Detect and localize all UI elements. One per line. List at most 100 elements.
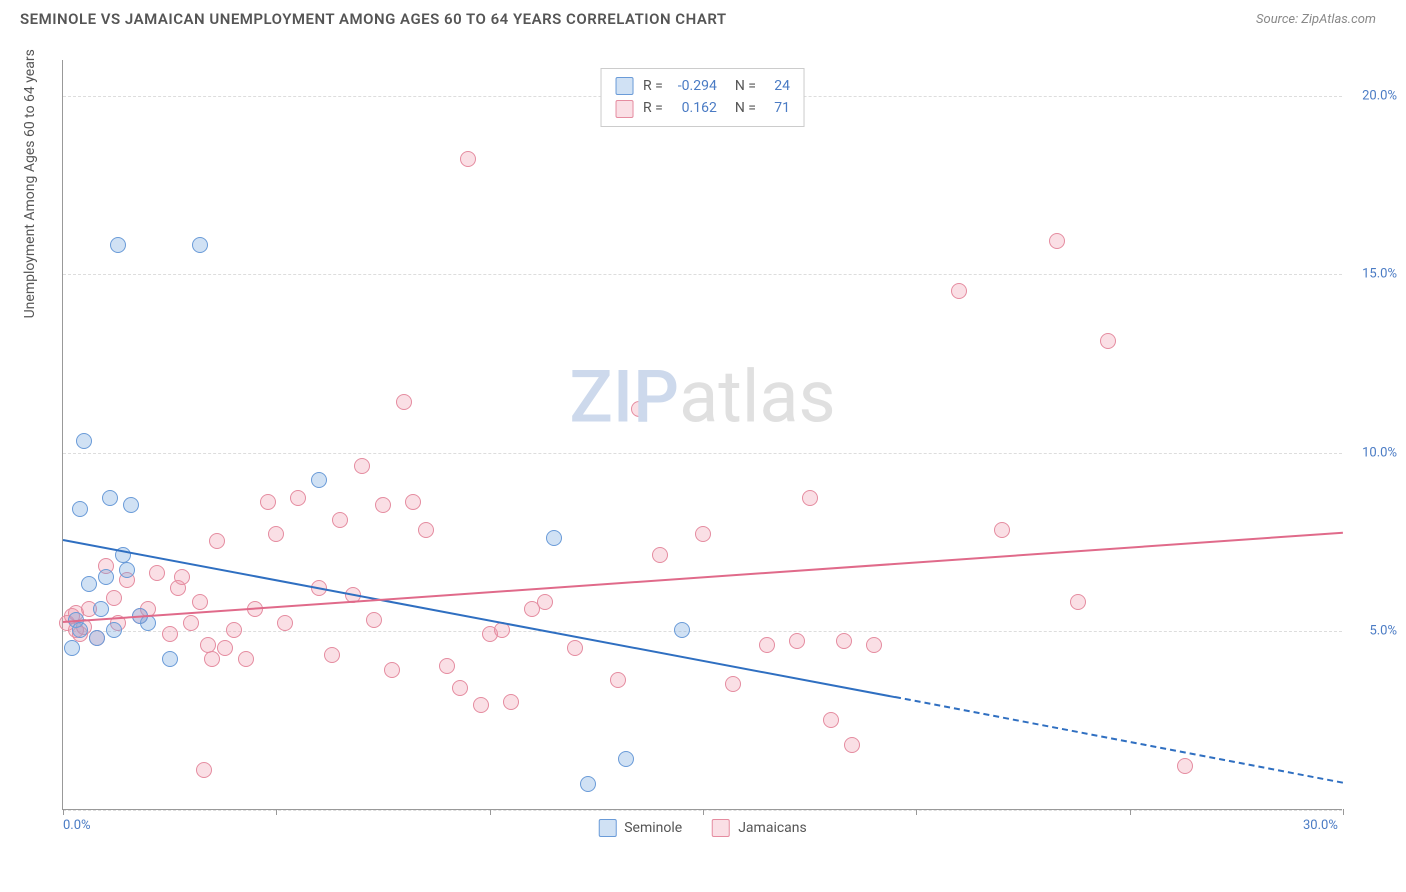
x-tick	[63, 809, 64, 815]
x-tick-label: 0.0%	[63, 818, 91, 833]
legend-n-value: 71	[762, 97, 790, 119]
point-seminole	[89, 630, 105, 646]
point-jamaican	[537, 594, 553, 610]
point-jamaican	[268, 526, 284, 542]
legend-n-label: N =	[735, 97, 756, 119]
point-jamaican	[238, 651, 254, 667]
point-jamaican	[226, 622, 242, 638]
point-jamaican	[1070, 594, 1086, 610]
point-seminole	[546, 530, 562, 546]
point-seminole	[162, 651, 178, 667]
point-jamaican	[460, 151, 476, 167]
chart-title: SEMINOLE VS JAMAICAN UNEMPLOYMENT AMONG …	[20, 10, 727, 28]
point-jamaican	[217, 640, 233, 656]
point-jamaican	[802, 490, 818, 506]
watermark-atlas: atlas	[679, 355, 836, 440]
legend-r-value: -0.294	[669, 75, 717, 97]
x-tick	[490, 809, 491, 815]
point-seminole	[72, 501, 88, 517]
point-seminole	[64, 640, 80, 656]
y-tick-label: 20.0%	[1362, 88, 1397, 103]
legend-r-label: R =	[643, 97, 663, 119]
gridline	[63, 453, 1342, 454]
point-jamaican	[405, 494, 421, 510]
point-seminole	[674, 622, 690, 638]
point-jamaican	[866, 637, 882, 653]
gridline	[63, 631, 1342, 632]
x-tick	[703, 809, 704, 815]
point-jamaican	[823, 712, 839, 728]
point-jamaican	[725, 676, 741, 692]
legend-r-value: 0.162	[669, 97, 717, 119]
y-tick-label: 5.0%	[1369, 624, 1397, 639]
x-tick	[1130, 809, 1131, 815]
point-jamaican	[994, 522, 1010, 538]
legend-row: R = 0.162 N = 71	[615, 97, 790, 119]
point-seminole	[106, 622, 122, 638]
legend-r-label: R =	[643, 75, 663, 97]
point-seminole	[119, 562, 135, 578]
point-jamaican	[332, 512, 348, 528]
point-jamaican	[354, 458, 370, 474]
point-jamaican	[836, 633, 852, 649]
trend-seminole-ext	[895, 696, 1343, 784]
point-jamaican	[192, 594, 208, 610]
watermark: ZIPatlas	[569, 355, 835, 440]
point-seminole	[98, 569, 114, 585]
legend-label: Jamaicans	[738, 820, 807, 836]
point-seminole	[81, 576, 97, 592]
point-jamaican	[439, 658, 455, 674]
point-jamaican	[149, 565, 165, 581]
point-jamaican	[418, 522, 434, 538]
legend-swatch-icon	[598, 819, 616, 837]
x-tick	[276, 809, 277, 815]
point-jamaican	[162, 626, 178, 642]
y-tick-label: 15.0%	[1362, 267, 1397, 282]
point-jamaican	[324, 647, 340, 663]
gridline	[63, 274, 1342, 275]
legend-label: Seminole	[624, 820, 682, 836]
x-tick-label: 30.0%	[1303, 818, 1338, 833]
y-tick-label: 10.0%	[1362, 445, 1397, 460]
x-tick	[916, 809, 917, 815]
point-jamaican	[106, 590, 122, 606]
legend-row: R = -0.294 N = 24	[615, 75, 790, 97]
point-jamaican	[174, 569, 190, 585]
point-jamaican	[375, 497, 391, 513]
legend-swatch-icon	[712, 819, 730, 837]
point-jamaican	[789, 633, 805, 649]
point-jamaican	[384, 662, 400, 678]
point-seminole	[192, 237, 208, 253]
legend-item: Jamaicans	[712, 819, 807, 837]
point-jamaican	[503, 694, 519, 710]
x-tick	[1343, 809, 1344, 815]
chart-container: Unemployment Among Ages 60 to 64 years Z…	[50, 50, 1370, 840]
point-jamaican	[1100, 333, 1116, 349]
point-jamaican	[396, 394, 412, 410]
point-seminole	[102, 490, 118, 506]
legend-n-value: 24	[762, 75, 790, 97]
legend-swatch-icon	[615, 100, 633, 118]
point-jamaican	[473, 697, 489, 713]
point-seminole	[72, 622, 88, 638]
point-jamaican	[183, 615, 199, 631]
point-jamaican	[260, 494, 276, 510]
point-jamaican	[277, 615, 293, 631]
point-jamaican	[366, 612, 382, 628]
point-jamaican	[196, 762, 212, 778]
point-jamaican	[567, 640, 583, 656]
point-jamaican	[844, 737, 860, 753]
point-jamaican	[1049, 233, 1065, 249]
point-jamaican	[610, 672, 626, 688]
point-jamaican	[1177, 758, 1193, 774]
legend-n-label: N =	[735, 75, 756, 97]
point-jamaican	[652, 547, 668, 563]
point-seminole	[618, 751, 634, 767]
legend-correlation: R = -0.294 N = 24 R = 0.162 N = 71	[600, 68, 805, 127]
plot-area: ZIPatlas R =-0.294N =24R =0.162N =71 Sem…	[62, 60, 1342, 810]
point-seminole	[110, 237, 126, 253]
point-seminole	[76, 433, 92, 449]
y-axis-label: Unemployment Among Ages 60 to 64 years	[22, 49, 38, 318]
point-jamaican	[631, 401, 647, 417]
legend-swatch-icon	[615, 77, 633, 95]
